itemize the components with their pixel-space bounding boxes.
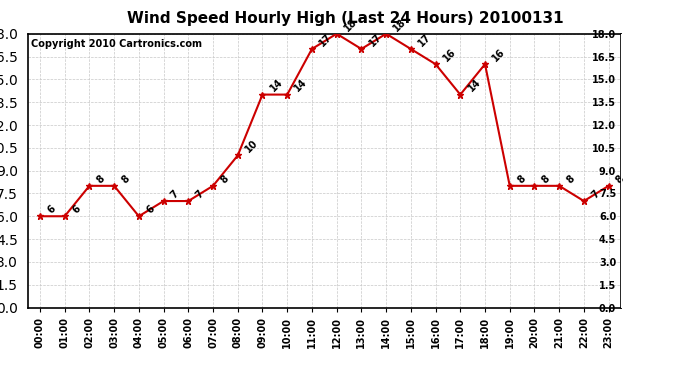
Text: Copyright 2010 Cartronics.com: Copyright 2010 Cartronics.com <box>30 39 201 49</box>
Text: 6: 6 <box>144 204 156 216</box>
Text: 7: 7 <box>589 188 601 200</box>
Text: 8: 8 <box>540 173 552 185</box>
Text: 10: 10 <box>244 138 260 154</box>
Text: 8: 8 <box>564 173 577 185</box>
Text: Wind Speed Hourly High (Last 24 Hours) 20100131: Wind Speed Hourly High (Last 24 Hours) 2… <box>127 11 563 26</box>
Text: 6: 6 <box>46 204 57 216</box>
Text: 14: 14 <box>293 77 309 94</box>
Text: 17: 17 <box>367 32 384 48</box>
Text: 8: 8 <box>119 173 132 185</box>
Text: 18: 18 <box>342 16 359 33</box>
Text: 17: 17 <box>317 32 334 48</box>
Text: 7: 7 <box>169 188 181 200</box>
Text: 17: 17 <box>416 32 433 48</box>
Text: 14: 14 <box>268 77 285 94</box>
Text: 8: 8 <box>219 173 230 185</box>
Text: 18: 18 <box>392 16 408 33</box>
Text: 8: 8 <box>95 173 107 185</box>
Text: 7: 7 <box>194 188 206 200</box>
Text: 16: 16 <box>491 47 507 63</box>
Text: 8: 8 <box>614 173 626 185</box>
Text: 16: 16 <box>441 47 457 63</box>
Text: 8: 8 <box>515 173 527 185</box>
Text: 14: 14 <box>466 77 482 94</box>
Text: 6: 6 <box>70 204 82 216</box>
